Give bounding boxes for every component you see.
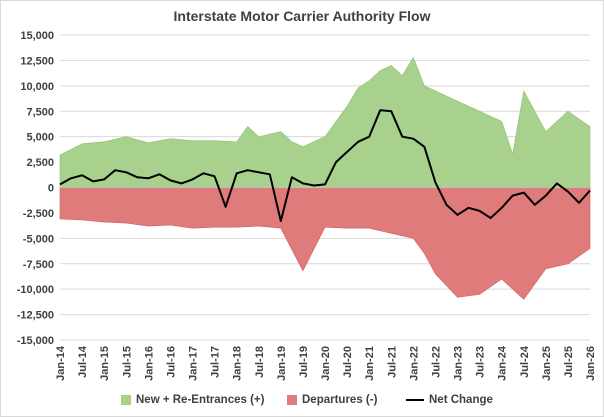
x-tick-label: Jan-21 (364, 346, 376, 381)
legend-label: Net Change (429, 394, 493, 406)
chart-plot: 15,000 12,500 10,000 7,500 5,000 2,500 0 -2,500… (17, 30, 597, 381)
y-tick-label: -7,500 (23, 259, 54, 271)
legend-label: Departures (-) (302, 394, 378, 406)
x-tick-label: Jan-25 (541, 346, 553, 381)
legend-item-net-change: Net Change (406, 391, 493, 409)
x-tick-label: Jan-14 (55, 345, 67, 381)
legend-item-departures: Departures (-) (287, 391, 377, 409)
legend-item-new-re-entrances: New + Re-Entrances (+) (121, 391, 264, 409)
x-tick-label: Jul-16 (165, 346, 177, 378)
series-line-net-change (59, 109, 591, 222)
x-tick-label: Jul-17 (210, 346, 222, 378)
y-tick-label: -10,000 (17, 284, 54, 296)
y-tick-label: 15,000 (20, 30, 54, 42)
x-tick-label: Jan-15 (99, 346, 111, 381)
x-tick-label: Jul-25 (563, 346, 575, 378)
x-tick-label: Jan-17 (188, 346, 200, 381)
series-area-new-re-entrances (59, 56, 591, 188)
x-tick-label: Jan-26 (585, 346, 597, 381)
series-area-departures (59, 187, 591, 300)
x-tick-label: Jan-20 (320, 346, 332, 381)
x-tick-label: Jan-16 (143, 346, 155, 381)
legend-swatch-green (121, 395, 131, 405)
x-tick-label: Jul-23 (475, 346, 487, 378)
x-tick-label: Jul-22 (430, 346, 442, 378)
x-tick-label: Jul-18 (254, 346, 266, 378)
y-tick-label: 10,000 (20, 81, 54, 93)
x-tick-label: Jan-24 (497, 345, 509, 381)
x-tick-label: Jul-20 (342, 346, 354, 378)
legend-swatch-line (406, 399, 424, 401)
x-tick-label: Jul-15 (121, 346, 133, 378)
chart-legend: New + Re-Entrances (+) Departures (-) Ne… (0, 391, 604, 409)
chart-title: Interstate Motor Carrier Authority Flow (173, 8, 431, 24)
y-tick-label: 12,500 (20, 55, 54, 67)
x-tick-label: Jan-18 (232, 346, 244, 381)
legend-swatch-red (287, 395, 297, 405)
x-tick-label: Jul-19 (298, 346, 310, 378)
y-tick-label: -12,500 (17, 310, 54, 322)
x-tick-label: Jul-21 (386, 346, 398, 378)
x-tick-label: Jan-22 (408, 346, 420, 381)
y-tick-label: 5,000 (26, 132, 54, 144)
x-tick-label: Jan-23 (453, 346, 465, 381)
x-tick-label: Jan-19 (276, 346, 288, 381)
legend-label: New + Re-Entrances (+) (136, 394, 265, 406)
y-tick-label: -5,000 (23, 233, 54, 245)
x-tick-label: Jul-24 (519, 345, 531, 378)
y-tick-label: 2,500 (26, 157, 54, 169)
y-tick-label: 0 (48, 183, 54, 195)
y-tick-label: 7,500 (26, 106, 54, 118)
y-tick-label: -2,500 (23, 208, 54, 220)
x-tick-label: Jul-14 (77, 345, 89, 378)
y-tick-label: -15,000 (17, 335, 54, 347)
